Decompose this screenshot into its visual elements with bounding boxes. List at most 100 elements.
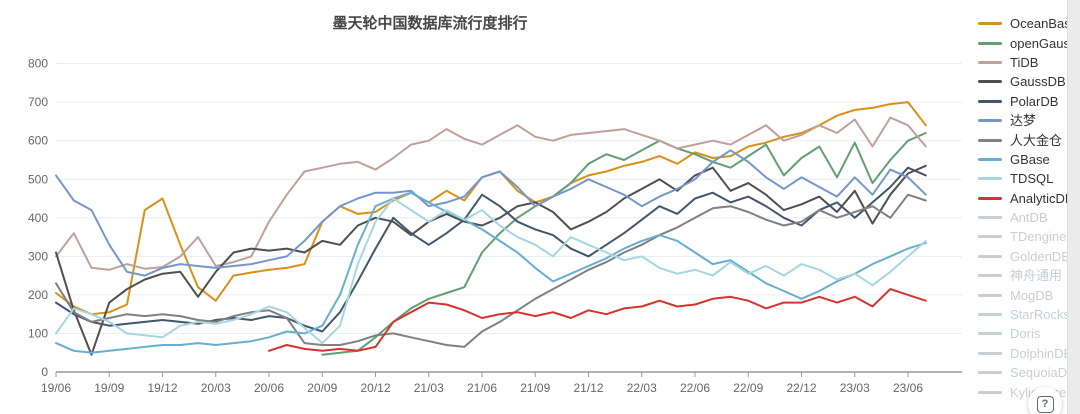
legend-item-SequoiaDB[interactable]: SequoiaDB	[978, 363, 1078, 382]
x-axis-label: 23/06	[893, 381, 923, 395]
legend-swatch	[978, 390, 1002, 394]
question-mark-icon: ?	[1036, 395, 1054, 413]
legend-label: GaussDB	[1010, 74, 1066, 90]
legend-label: AntDB	[1010, 210, 1048, 226]
legend-label: TiDB	[1010, 54, 1039, 70]
chart-legend: OceanBase openGauss TiDB GaussDB PolarDB 达梦人大…	[978, 14, 1078, 402]
legend-swatch	[978, 313, 1002, 317]
chart-svg: 0 100 200 300 400 500 600 700 800 19/06 19/09 19/12…	[28, 57, 962, 395]
legend-item-DolphinDB[interactable]: DolphinDB	[978, 344, 1078, 363]
line-chart-canvas[interactable]: 0 100 200 300 400 500 600 700 800 19/06 19/09 19/12…	[0, 0, 970, 414]
legend-label: StarRocks	[1010, 307, 1070, 323]
legend-label: GoldenDB	[1010, 248, 1070, 264]
legend-swatch	[978, 371, 1002, 375]
legend-swatch	[978, 138, 1002, 142]
x-axis-label: 19/09	[94, 381, 124, 395]
legend-swatch	[978, 332, 1002, 336]
x-axis-label: 21/12	[573, 381, 603, 395]
y-axis-label: 300	[28, 249, 48, 263]
legend-item-AntDB[interactable]: AntDB	[978, 208, 1078, 227]
legend-item-AnalyticDB[interactable]: AnalyticDB	[978, 189, 1078, 208]
y-axis-label: 0	[41, 365, 48, 379]
legend-item-Doris[interactable]: Doris	[978, 324, 1078, 343]
series-line-GBase	[55, 191, 927, 354]
series-line-达梦	[55, 149, 927, 277]
x-axis-label: 19/12	[147, 381, 177, 395]
legend-label: TDSQL	[1010, 171, 1054, 187]
legend-label: GBase	[1010, 151, 1050, 167]
legend-label: 神舟通用	[1010, 268, 1063, 284]
legend-swatch	[978, 196, 1002, 200]
legend-swatch	[978, 60, 1002, 64]
y-axis-label: 800	[28, 57, 48, 71]
legend-item-TDengine[interactable]: TDengine	[978, 227, 1078, 246]
help-button[interactable]: ?	[1028, 387, 1062, 414]
y-axis-label: 700	[28, 95, 48, 109]
legend-label: MogDB	[1010, 287, 1054, 303]
legend-label: AnalyticDB	[1010, 190, 1074, 206]
legend-swatch	[978, 177, 1002, 181]
legend-item-TiDB[interactable]: TiDB	[978, 53, 1078, 72]
legend-item-PolarDB[interactable]: PolarDB	[978, 92, 1078, 111]
legend-label: DolphinDB	[1010, 345, 1073, 361]
x-axis-label: 20/06	[254, 381, 284, 395]
legend-swatch	[978, 351, 1002, 355]
series-line-TiDB	[55, 116, 927, 271]
legend-item-人大金仓[interactable]: 人大金仓	[978, 130, 1078, 149]
legend-swatch	[978, 119, 1002, 123]
legend-swatch	[978, 235, 1002, 239]
legend-item-TDSQL[interactable]: TDSQL	[978, 169, 1078, 188]
x-axis-label: 22/09	[733, 381, 763, 395]
legend-item-MogDB[interactable]: MogDB	[978, 285, 1078, 304]
legend-label: PolarDB	[1010, 93, 1059, 109]
series-line-AnalyticDB	[268, 288, 927, 352]
series-line-OceanBase	[55, 101, 927, 316]
chart-title: 墨天轮中国数据库流行度排行	[332, 15, 528, 32]
series-line-TDSQL	[55, 197, 927, 345]
legend-swatch	[978, 80, 1002, 84]
series-line-GaussDB	[55, 164, 927, 356]
series-line-人大金仓	[55, 193, 927, 348]
legend-swatch	[978, 41, 1002, 45]
x-axis-label: 21/06	[467, 381, 497, 395]
x-axis-label: 22/06	[680, 381, 710, 395]
legend-label: Doris	[1010, 326, 1041, 342]
legend-item-openGauss[interactable]: openGauss	[978, 33, 1078, 52]
x-axis-label: 20/12	[360, 381, 390, 395]
page-background-strip	[1067, 0, 1080, 414]
legend-label: 人大金仓	[1010, 132, 1063, 148]
legend-item-GBase[interactable]: GBase	[978, 150, 1078, 169]
x-axis-label: 22/12	[786, 381, 816, 395]
legend-swatch	[978, 254, 1002, 258]
legend-swatch	[978, 157, 1002, 161]
legend-item-GaussDB[interactable]: GaussDB	[978, 72, 1078, 91]
y-axis-label: 100	[28, 326, 48, 340]
legend-item-StarRocks[interactable]: StarRocks	[978, 305, 1078, 324]
legend-swatch	[978, 293, 1002, 297]
legend-swatch	[978, 216, 1002, 220]
legend-label: SequoiaDB	[1010, 365, 1076, 381]
x-axis-label: 21/09	[520, 381, 550, 395]
legend-label: openGauss	[1010, 35, 1077, 51]
legend-swatch	[978, 22, 1002, 26]
legend-swatch	[978, 274, 1002, 278]
legend-label: OceanBase	[1010, 16, 1078, 32]
x-axis-label: 23/03	[840, 381, 870, 395]
y-axis-label: 400	[28, 211, 48, 225]
x-axis-label: 20/09	[307, 381, 337, 395]
series-line-openGauss	[321, 132, 927, 356]
legend-item-GoldenDB[interactable]: GoldenDB	[978, 247, 1078, 266]
legend-label: TDengine	[1010, 229, 1067, 245]
legend-item-OceanBase[interactable]: OceanBase	[978, 14, 1078, 33]
y-axis-label: 600	[28, 134, 48, 148]
y-axis-label: 200	[28, 288, 48, 302]
legend-swatch	[978, 99, 1002, 103]
legend-item-神舟通用[interactable]: 神舟通用	[978, 266, 1078, 285]
x-axis-label: 20/03	[201, 381, 231, 395]
x-axis-label: 21/03	[414, 381, 444, 395]
y-axis-label: 500	[28, 172, 48, 186]
legend-item-达梦[interactable]: 达梦	[978, 111, 1078, 130]
legend-label: 达梦	[1010, 113, 1037, 129]
x-axis-label: 19/06	[41, 381, 71, 395]
